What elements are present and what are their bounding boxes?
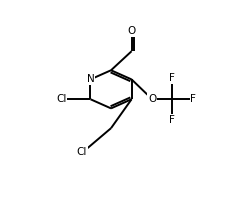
Text: N: N: [86, 74, 94, 84]
Text: F: F: [168, 73, 174, 83]
Text: F: F: [190, 94, 195, 104]
Text: Cl: Cl: [56, 94, 66, 104]
Text: O: O: [147, 94, 156, 104]
Text: Cl: Cl: [76, 147, 87, 157]
Text: O: O: [127, 26, 135, 36]
Text: F: F: [168, 115, 174, 125]
